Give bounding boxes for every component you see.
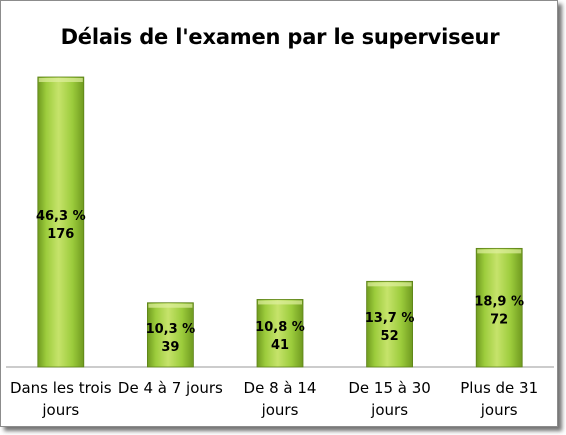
- chart-frame: Délais de l'examen par le superviseur 46…: [0, 0, 558, 427]
- bar: [366, 280, 414, 368]
- data-label-count: 52: [381, 329, 399, 344]
- chart-title: Délais de l'examen par le superviseur: [60, 25, 500, 49]
- data-label-count: 176: [47, 227, 74, 242]
- category-tick-label: Dans les trois jours: [10, 379, 112, 419]
- bar-chart: 46,3 % 176 Dans les trois jours 10,3 % 39 De 4…: [6, 76, 554, 419]
- data-label-percent: 13,7 %: [365, 311, 415, 326]
- data-label-percent: 18,9 %: [474, 295, 524, 310]
- bar: [146, 302, 194, 368]
- data-label-percent: 46,3 %: [36, 209, 86, 224]
- category-tick-label: De 8 à 14 jours: [244, 379, 317, 419]
- bar-top-highlight: [477, 249, 522, 254]
- data-label-count: 41: [271, 338, 289, 353]
- data-label-count: 72: [490, 313, 508, 328]
- category-tick-label: De 15 à 30 jours: [348, 379, 430, 419]
- bar-top-highlight: [148, 303, 193, 308]
- bar-top-highlight: [367, 282, 412, 287]
- bar: [256, 299, 304, 368]
- bar: [37, 76, 85, 368]
- category-tick-label: Plus de 31 jours: [460, 379, 538, 419]
- bar-top-highlight: [258, 300, 302, 305]
- data-label-percent: 10,3 %: [146, 322, 196, 337]
- data-label-count: 39: [161, 340, 179, 355]
- category-tick-label: De 4 à 7 jours: [118, 379, 223, 397]
- bar: [475, 247, 523, 368]
- bar-top-highlight: [38, 78, 83, 82]
- data-label-percent: 10,8 %: [255, 320, 305, 335]
